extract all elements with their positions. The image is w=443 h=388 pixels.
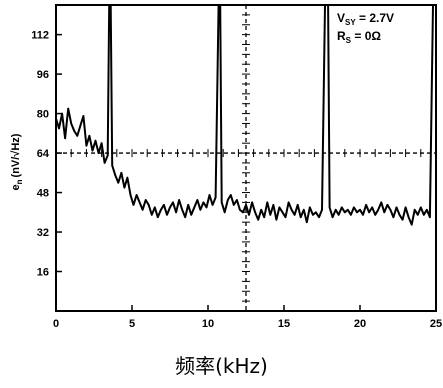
y-axis-title-unit: (nV/√Hz) bbox=[10, 133, 22, 177]
annotation-rs: RS = 0Ω bbox=[337, 29, 381, 45]
y-tick-label: 64 bbox=[37, 148, 50, 160]
x-axis-title: 频率(kHz) bbox=[175, 354, 268, 378]
y-tick-label: 48 bbox=[37, 188, 49, 200]
x-tick-label: 25 bbox=[430, 318, 442, 330]
y-tick-label: 96 bbox=[37, 69, 49, 81]
x-axis-ticks: 0 5 10 15 20 25 bbox=[53, 305, 442, 330]
y-tick-label: 32 bbox=[37, 227, 49, 239]
y-tick-label: 16 bbox=[37, 267, 49, 279]
plot-frame bbox=[55, 4, 437, 312]
x-tick-label: 0 bbox=[53, 318, 59, 330]
y-tick-label: 80 bbox=[37, 109, 49, 121]
annotation-vsy: VSY = 2.7V bbox=[337, 11, 394, 27]
series-line bbox=[55, 4, 436, 226]
y-axis-title-main: e bbox=[10, 184, 22, 190]
x-tick-label: 15 bbox=[278, 318, 290, 330]
x-tick-label: 20 bbox=[354, 318, 366, 330]
x-tick-label: 5 bbox=[129, 318, 135, 330]
y-axis-title-sub: n bbox=[15, 179, 24, 184]
y-tick-label: 112 bbox=[31, 30, 49, 42]
x-tick-label: 10 bbox=[202, 318, 214, 330]
y-axis-ticks: 16 32 48 64 80 96 112 bbox=[31, 30, 62, 279]
series-layer bbox=[55, 4, 436, 226]
minor-ticks bbox=[55, 14, 437, 302]
y-axis-title: en (nV/√Hz) bbox=[10, 133, 24, 190]
